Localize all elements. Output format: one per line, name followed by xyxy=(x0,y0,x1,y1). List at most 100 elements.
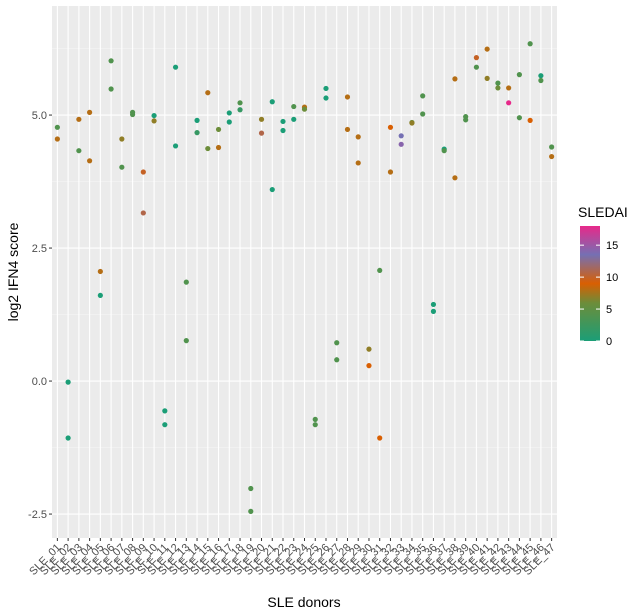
data-point xyxy=(452,175,458,181)
data-point xyxy=(269,186,275,193)
data-point xyxy=(387,169,394,175)
legend-tick-label: 0 xyxy=(606,336,612,348)
data-point xyxy=(344,94,351,100)
data-point xyxy=(215,126,222,133)
data-point xyxy=(215,144,222,151)
data-point xyxy=(398,133,404,139)
data-point xyxy=(258,116,265,122)
data-point xyxy=(269,99,275,105)
y-tick-label: -2.5 xyxy=(28,509,47,521)
data-point xyxy=(312,416,318,422)
data-point xyxy=(87,109,93,115)
data-point xyxy=(473,64,480,70)
legend-colorbar xyxy=(580,226,600,341)
data-point xyxy=(162,422,168,428)
data-point xyxy=(248,508,254,514)
data-point xyxy=(108,58,114,64)
y-tick-label: 2.5 xyxy=(32,243,47,255)
y-axis: -2.5 0.0 2.5 5.0 xyxy=(28,110,52,521)
data-point xyxy=(441,148,447,154)
data-point xyxy=(387,124,394,130)
data-point xyxy=(366,363,372,369)
grid-lines xyxy=(52,6,557,538)
data-point xyxy=(377,435,383,441)
data-point xyxy=(463,117,469,123)
data-point xyxy=(248,485,254,492)
legend-tick-label: 15 xyxy=(606,240,618,252)
data-point xyxy=(76,148,82,154)
data-point xyxy=(205,90,211,96)
data-point xyxy=(291,116,297,122)
data-point xyxy=(301,106,308,112)
legend-title: SLEDAI xyxy=(578,204,628,220)
data-point xyxy=(549,153,555,160)
data-point xyxy=(129,111,136,118)
legend: SLEDAI 0 5 10 15 xyxy=(578,204,628,348)
data-point xyxy=(323,95,329,101)
data-point xyxy=(97,268,103,275)
data-point xyxy=(54,136,60,142)
data-point xyxy=(162,408,168,414)
data-point xyxy=(473,55,480,61)
data-point xyxy=(205,145,211,152)
data-point xyxy=(495,80,501,86)
data-point xyxy=(398,141,404,147)
data-point xyxy=(377,267,383,274)
data-point xyxy=(65,435,71,441)
data-point xyxy=(334,357,340,363)
data-point xyxy=(549,144,555,150)
data-point xyxy=(430,308,437,314)
data-point xyxy=(323,85,329,92)
data-point xyxy=(237,107,243,113)
data-point xyxy=(355,134,361,140)
data-point xyxy=(452,76,458,82)
data-point xyxy=(334,340,340,346)
data-point xyxy=(54,124,60,130)
data-point xyxy=(183,279,189,285)
data-point xyxy=(76,116,82,122)
x-axis-title: SLE donors xyxy=(267,594,340,610)
legend-tick-label: 5 xyxy=(606,304,612,316)
data-point xyxy=(291,103,297,110)
data-point xyxy=(119,136,125,142)
data-point xyxy=(527,41,533,47)
data-point xyxy=(151,118,157,124)
y-tick-label: 5.0 xyxy=(32,110,47,122)
data-point xyxy=(172,64,179,70)
y-axis-title: log2 IFN4 score xyxy=(5,222,21,321)
data-point xyxy=(420,93,426,99)
data-point xyxy=(280,118,286,125)
data-point xyxy=(151,112,157,119)
data-point xyxy=(484,75,490,81)
data-point xyxy=(538,77,544,84)
data-point xyxy=(226,119,232,125)
y-tick-label: 0.0 xyxy=(32,376,47,388)
data-point xyxy=(140,210,146,216)
data-point xyxy=(108,86,114,92)
data-point xyxy=(527,117,533,123)
data-point xyxy=(344,126,351,133)
data-point xyxy=(538,73,544,79)
data-point xyxy=(420,111,426,117)
data-point xyxy=(183,338,189,344)
data-point xyxy=(140,169,146,175)
data-point xyxy=(516,72,522,78)
data-point xyxy=(409,120,415,126)
data-point xyxy=(226,110,232,116)
data-point xyxy=(237,100,243,106)
data-point xyxy=(516,115,522,121)
data-point xyxy=(97,292,103,299)
data-point xyxy=(280,127,286,134)
legend-ticks: 0 5 10 15 xyxy=(580,240,618,348)
data-point xyxy=(506,85,512,91)
data-point xyxy=(87,158,93,164)
data-points xyxy=(54,41,555,514)
data-point xyxy=(194,130,200,136)
data-point xyxy=(312,422,318,428)
data-point xyxy=(258,130,265,136)
data-point xyxy=(355,160,361,166)
legend-tick-label: 10 xyxy=(606,272,618,284)
data-point xyxy=(484,46,490,52)
data-point xyxy=(366,346,372,352)
